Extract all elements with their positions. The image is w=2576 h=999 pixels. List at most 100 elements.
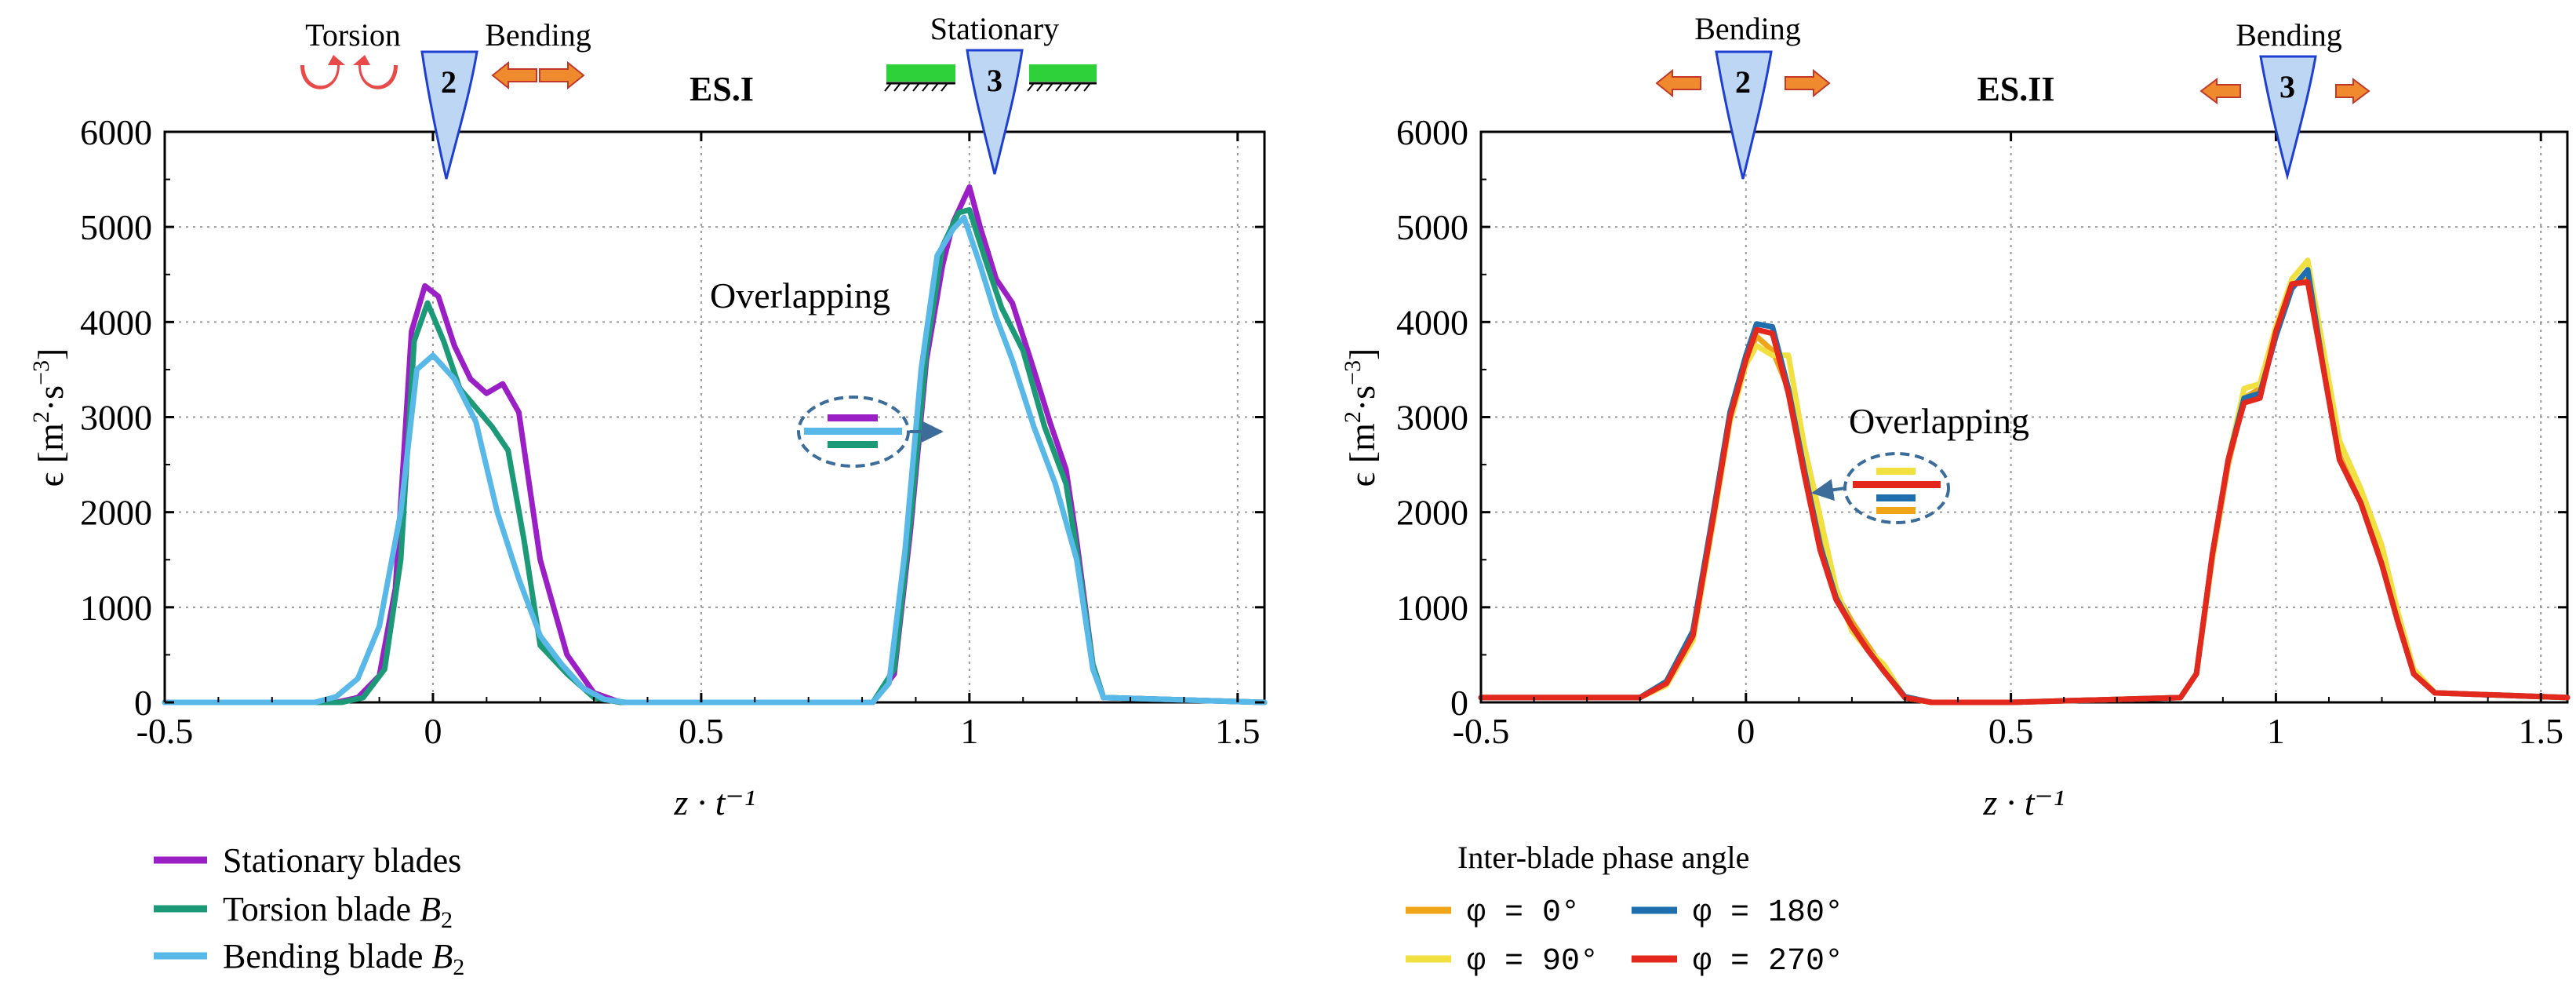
legend-label: φ = 0° <box>1467 895 1580 931</box>
blade-icon-2: 2 <box>1715 50 1773 180</box>
torsion-icon <box>300 55 398 89</box>
y-label-part: −3 <box>1340 360 1366 385</box>
x-tick-label: 0.5 <box>1988 711 2034 751</box>
legend-swatch-torsion <box>828 441 878 448</box>
blade-icon-3: 3 <box>2259 55 2317 180</box>
x-tick-label: -0.5 <box>1453 711 1510 751</box>
series-line-bending <box>162 214 1268 705</box>
legend: Inter-blade phase angle φ = 0° φ = 180° … <box>1406 840 1843 979</box>
y-label-part: 2 <box>1340 411 1366 423</box>
y-tick-label: 6000 <box>80 112 152 152</box>
y-tick-label: 1000 <box>1396 588 1468 628</box>
blade-number: 2 <box>1735 64 1751 100</box>
y-tick-label: 1000 <box>80 588 152 628</box>
y-tick-label: 5000 <box>1396 207 1468 247</box>
stationary-label: Stationary <box>930 11 1059 46</box>
double-arrow-icon <box>2199 78 2370 104</box>
legend-label: Stationary blades <box>223 841 461 880</box>
y-label-part: ϵ [m <box>31 423 71 487</box>
torsion-label: Torsion <box>305 17 401 53</box>
y-label-part: −3 <box>28 360 54 385</box>
gridlines <box>1481 132 2567 702</box>
overlapping-label: Overlapping <box>1849 401 2029 441</box>
legend-label-part: 2 <box>441 907 453 933</box>
x-axis-label-text: z · t⁻¹ <box>673 782 755 822</box>
chart-title: ES.I <box>689 70 754 108</box>
tick-marks <box>163 130 1264 704</box>
y-tick-label: 2000 <box>1396 493 1468 533</box>
legend-label-part: B <box>431 937 453 975</box>
y-axis-label: ϵ [m2·s−3] <box>28 348 71 487</box>
legend-label-part: B <box>420 890 441 928</box>
y-axis-label: ϵ [m2·s−3] <box>1340 348 1382 487</box>
blade-icon-3: 3 <box>966 49 1024 175</box>
chart-title: ES.II <box>1977 70 2054 108</box>
x-axis-label-text: z · t⁻¹ <box>1982 782 2064 822</box>
legend-swatch-stationary <box>828 414 878 421</box>
y-tick-labels: 0 1000 2000 3000 4000 5000 6000 <box>1396 112 1468 723</box>
y-tick-label: 4000 <box>1396 302 1468 342</box>
blade-number: 3 <box>987 63 1002 98</box>
x-tick-labels: -0.5 0 0.5 1 1.5 <box>1453 711 2563 751</box>
x-tick-label: 0 <box>1737 711 1755 751</box>
legend-label: Torsion blade B2 <box>223 890 453 933</box>
series-layer <box>1478 257 2571 705</box>
legend-label: φ = 90° <box>1467 944 1599 979</box>
stationary-support-icon <box>884 64 1097 92</box>
overlapping-label: Overlapping <box>710 275 890 315</box>
legend-title: Inter-blade phase angle <box>1457 840 1749 875</box>
x-tick-label: 1.5 <box>2518 711 2563 751</box>
x-tick-label: -0.5 <box>136 711 194 751</box>
x-tick-label: 1 <box>960 711 978 751</box>
blade-number: 2 <box>441 64 457 100</box>
y-tick-label: 6000 <box>1396 112 1468 152</box>
legend-swatch-phi90 <box>1876 468 1916 475</box>
x-axis-label: z · t⁻¹ <box>673 782 755 822</box>
x-tick-label: 0.5 <box>679 711 724 751</box>
legend-swatch-phi180 <box>1876 494 1916 501</box>
y-tick-label: 0 <box>134 683 152 723</box>
legend-swatch-bending <box>804 428 902 435</box>
y-tick-label: 3000 <box>80 398 152 438</box>
bending-label: Bending <box>485 17 591 53</box>
y-tick-label: 0 <box>1450 683 1468 723</box>
double-arrow-icon <box>1655 68 1831 98</box>
y-label-part: ϵ [m <box>1342 423 1382 487</box>
y-label-part: ·s <box>1342 385 1382 411</box>
bending-label: Bending <box>2236 17 2342 53</box>
bending-label: Bending <box>1694 11 1801 46</box>
legend-label-part: 2 <box>453 954 464 980</box>
y-tick-label: 4000 <box>80 302 152 342</box>
overlap-arrow <box>1811 479 1846 501</box>
x-axis-label: z · t⁻¹ <box>1982 782 2064 822</box>
legend: Stationary blades Torsion blade B2 Bendi… <box>154 841 464 980</box>
blade-icon-2: 2 <box>420 50 478 180</box>
double-arrow-icon <box>491 60 585 90</box>
legend-label: φ = 180° <box>1693 895 1843 931</box>
y-tick-label: 2000 <box>80 493 152 533</box>
blade-number: 3 <box>2279 69 2295 104</box>
legend-label: Bending blade B2 <box>223 937 464 980</box>
x-tick-label: 1 <box>2267 711 2285 751</box>
legend-label-part: Torsion blade <box>223 890 420 928</box>
y-tick-labels: 0 1000 2000 3000 4000 5000 6000 <box>80 112 152 723</box>
legend-swatch-phi0 <box>1876 507 1916 514</box>
y-label-part: ·s <box>31 385 71 411</box>
x-tick-label: 0 <box>424 711 442 751</box>
y-label-part: ] <box>31 348 71 360</box>
x-tick-label: 1.5 <box>1215 711 1261 751</box>
series-line-phi270 <box>1478 279 2571 705</box>
legend-label-part: Bending blade <box>223 937 431 975</box>
overlap-ellipse-icon <box>797 396 910 468</box>
gridlines <box>165 132 1264 702</box>
legend-label: φ = 270° <box>1693 944 1843 979</box>
legend-swatch-phi270 <box>1853 481 1941 488</box>
y-tick-label: 5000 <box>80 207 152 247</box>
y-tick-label: 3000 <box>1396 398 1468 438</box>
x-tick-labels: -0.5 0 0.5 1 1.5 <box>136 711 1261 751</box>
y-label-part: ] <box>1342 348 1382 360</box>
y-label-part: 2 <box>28 411 54 423</box>
